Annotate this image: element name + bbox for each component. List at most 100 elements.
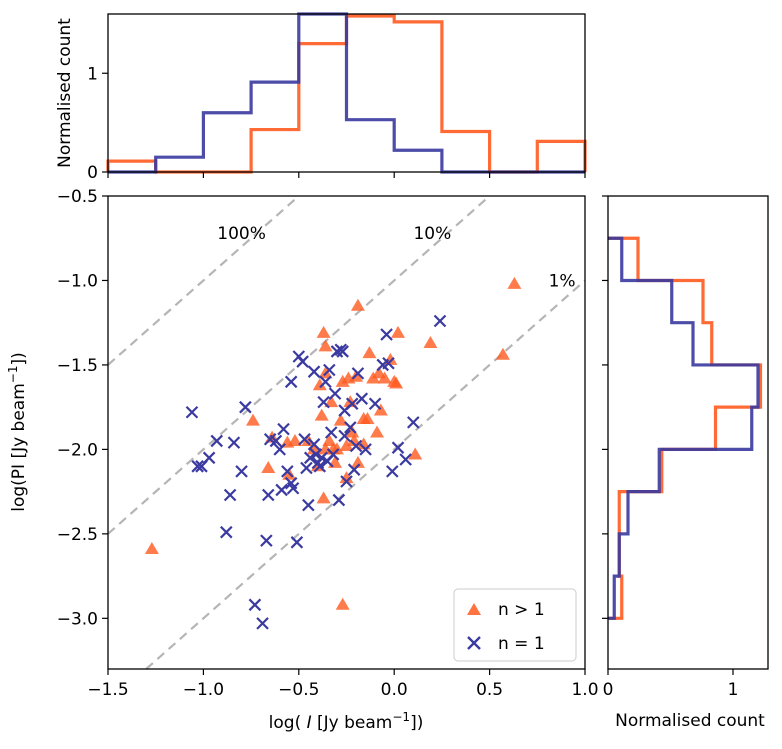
x-point-stroke xyxy=(368,397,382,411)
x-point xyxy=(220,525,233,539)
main-x-ticks: −1.5 −1.0 −0.5 0.0 0.5 1.0 xyxy=(87,669,599,700)
x-point xyxy=(210,434,224,448)
triangle-point xyxy=(345,425,360,438)
x-point-stroke xyxy=(286,481,300,495)
x-point-stroke xyxy=(330,345,344,358)
x-tick-label: −1.0 xyxy=(183,680,224,700)
triangle-point xyxy=(339,439,354,452)
x-point-stroke xyxy=(345,397,359,411)
triangle-point xyxy=(350,298,365,311)
x-point xyxy=(298,432,311,446)
right-y-ticks xyxy=(602,195,608,619)
triangle-point xyxy=(507,276,522,289)
top-y-ticks: 01 xyxy=(87,64,108,183)
ref-line xyxy=(145,279,586,670)
top-histogram-panel: 01 Normalised count xyxy=(55,12,587,183)
x-point xyxy=(284,375,298,389)
x-point-stroke xyxy=(407,416,420,429)
x-point-stroke xyxy=(319,375,332,389)
x-point xyxy=(332,493,346,507)
x-point-stroke xyxy=(349,439,363,453)
x-point xyxy=(399,453,412,466)
x-tick-label: 0.0 xyxy=(381,680,408,700)
x-point xyxy=(256,617,269,630)
legend-label-single: n = 1 xyxy=(498,634,545,654)
x-point xyxy=(336,345,349,358)
x-point xyxy=(330,345,344,358)
x-point-stroke xyxy=(323,363,336,377)
y-tick-label: −2.0 xyxy=(57,440,98,460)
triangle-point xyxy=(316,491,331,504)
triangle-point xyxy=(350,455,365,468)
x-point-stroke xyxy=(313,460,327,473)
y-tick-label: −1.5 xyxy=(57,356,98,376)
x-point-stroke xyxy=(433,314,447,328)
x-point-stroke xyxy=(380,328,393,341)
x-point-stroke xyxy=(256,617,269,630)
x-point xyxy=(347,463,361,476)
x-point xyxy=(202,451,216,465)
x-point-stroke xyxy=(296,355,309,368)
x-point xyxy=(326,448,340,461)
triangle-point xyxy=(370,425,385,438)
x-point-stroke xyxy=(307,365,321,378)
x-point-stroke xyxy=(260,534,273,547)
ref-line-label: 10% xyxy=(413,224,451,244)
histogram-step-line xyxy=(108,12,585,174)
x-point-stroke xyxy=(332,493,346,507)
x-point xyxy=(275,483,288,497)
x-point xyxy=(315,451,328,465)
x-point xyxy=(349,439,363,453)
triangle-point xyxy=(377,371,392,384)
x-point xyxy=(338,429,351,443)
x-point-stroke xyxy=(347,463,361,476)
x-point xyxy=(380,328,393,341)
x-point-stroke xyxy=(307,438,321,451)
top-x-ticks xyxy=(107,172,586,178)
ref-line xyxy=(107,195,300,366)
x-point-stroke xyxy=(355,392,369,405)
triangle-point xyxy=(246,413,261,426)
y-tick-label: −2.5 xyxy=(57,525,98,545)
triangle-point xyxy=(261,460,276,473)
y-tick-label: 1 xyxy=(87,64,98,84)
x-point xyxy=(191,460,204,473)
main-scatter-panel: 100% 10% 1% −1.5 −1.0 −0.5 0.0 0.5 1.0 −3.0 −2.5… xyxy=(6,187,599,733)
triangle-point xyxy=(335,374,350,387)
x-point xyxy=(302,498,315,512)
x-point xyxy=(185,405,199,419)
right-histogram-steps xyxy=(608,236,763,620)
y-tick-label: −0.5 xyxy=(57,187,98,207)
x-point-stroke xyxy=(328,387,342,400)
y-tick-label: 0 xyxy=(87,163,98,183)
ref-line-label: 100% xyxy=(217,224,266,244)
x-point-stroke xyxy=(210,434,224,448)
triangle-point xyxy=(314,408,329,421)
x-point xyxy=(269,434,283,448)
x-point xyxy=(307,438,321,451)
x-tick-label: 1 xyxy=(728,680,739,700)
x-point-stroke xyxy=(277,422,290,436)
x-point xyxy=(307,365,321,378)
x-point xyxy=(303,451,317,465)
x-point-stroke xyxy=(185,405,199,419)
x-point xyxy=(324,426,338,439)
legend-triangle-marker xyxy=(467,603,481,615)
x-point-stroke xyxy=(336,345,349,358)
x-point-stroke xyxy=(235,465,248,478)
x-point-stroke xyxy=(382,356,395,370)
x-point xyxy=(239,400,252,414)
x-point-stroke xyxy=(340,475,353,488)
triangle-point xyxy=(316,325,331,338)
x-point-stroke xyxy=(298,432,311,446)
legend-x-marker xyxy=(467,636,481,650)
triangle-point xyxy=(389,376,404,389)
histogram-step-line xyxy=(608,236,763,620)
top-histogram-steps xyxy=(106,12,587,174)
x-point xyxy=(223,488,237,502)
x-point xyxy=(368,397,382,411)
triangle-point xyxy=(324,395,339,408)
